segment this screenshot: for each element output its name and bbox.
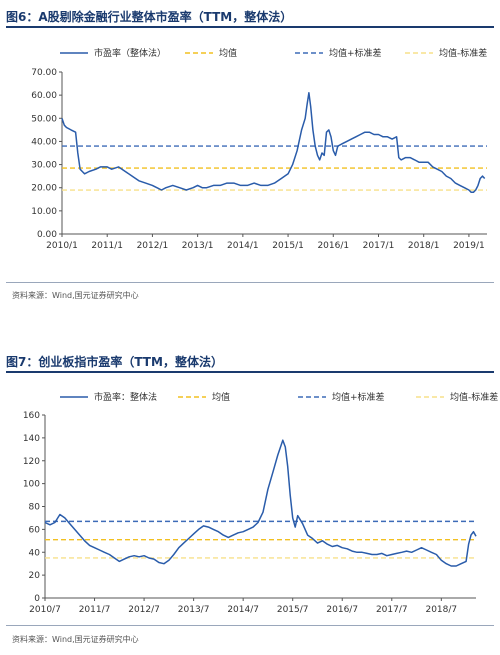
y-tick-label: 50.00 (31, 114, 57, 124)
x-tick-label: 2019/1 (453, 241, 485, 251)
x-tick-label: 2015/1 (272, 241, 304, 251)
pe-chart-chinext: 市盈率：整体法 均值 均值+标准差 均值-标准差 0 20 40 60 80 100 120 140 1… (23, 391, 498, 615)
pe-series-line (61, 92, 486, 194)
x-tick-label: 2014/1 (227, 241, 259, 251)
y-tick-label: 0 (34, 594, 40, 604)
x-tick-label: 2011/7 (79, 605, 111, 615)
x-tick-label: 2013/7 (178, 605, 210, 615)
y-tick-label: 20.00 (31, 184, 57, 194)
source-rule (6, 282, 494, 283)
x-tick-label: 2015/7 (277, 605, 309, 615)
legend-label: 均值 (219, 47, 237, 59)
y-tick-label: 70.00 (31, 68, 57, 78)
y-tick-label: 30.00 (31, 161, 57, 171)
title-rule (6, 26, 494, 28)
x-tick-label: 2013/1 (182, 241, 214, 251)
pe-chart-a-share: 市盈率（整体法） 均值 均值+标准差 均值-标准差 0.00 10.00 20.00 30.0… (31, 47, 487, 251)
y-tick-label: 160 (23, 411, 40, 421)
y-tick-label: 40.00 (31, 137, 57, 147)
x-tick-label: 2018/1 (408, 241, 440, 251)
figure-title: 图6：A股剔除金融行业整体市盈率（TTM，整体法） (6, 10, 293, 24)
x-tick-label: 2017/1 (363, 241, 395, 251)
legend-label: 均值 (212, 391, 230, 403)
y-tick-label: 0.00 (37, 230, 57, 240)
x-tick-label: 2012/7 (128, 605, 160, 615)
x-tick-label: 2011/1 (91, 241, 123, 251)
source-note: 资料来源：Wind,国元证券研究中心 (12, 635, 139, 644)
y-tick-label: 100 (23, 480, 40, 490)
y-tick-label: 60 (29, 525, 41, 535)
legend-label: 市盈率：整体法 (94, 391, 157, 403)
x-tick-label: 2016/1 (317, 241, 349, 251)
legend-label: 均值-标准差 (439, 47, 487, 59)
y-tick-label: 60.00 (31, 91, 57, 101)
y-tick-label: 20 (29, 571, 41, 581)
source-note: 资料来源：Wind,国元证券研究中心 (12, 291, 139, 300)
legend-label: 均值+标准差 (329, 47, 382, 59)
y-tick-label: 120 (23, 457, 40, 467)
x-tick-label: 2010/7 (29, 605, 61, 615)
y-tick-label: 10.00 (31, 207, 57, 217)
pe-series-line (44, 439, 477, 567)
x-tick-label: 2018/7 (425, 605, 457, 615)
legend-label: 均值+标准差 (332, 391, 385, 403)
legend-label: 市盈率（整体法） (94, 47, 166, 59)
figure-title: 图7：创业板指市盈率（TTM，整体法） (6, 355, 223, 369)
title-rule (6, 371, 494, 373)
y-tick-label: 80 (29, 503, 41, 513)
y-tick-label: 140 (23, 434, 40, 444)
x-tick-label: 2017/7 (376, 605, 408, 615)
source-rule (6, 625, 494, 626)
x-tick-label: 2014/7 (227, 605, 259, 615)
legend-label: 均值-标准差 (450, 391, 498, 403)
x-tick-label: 2016/7 (326, 605, 358, 615)
y-tick-label: 40 (29, 548, 41, 558)
x-tick-label: 2010/1 (46, 241, 78, 251)
x-tick-label: 2012/1 (137, 241, 169, 251)
